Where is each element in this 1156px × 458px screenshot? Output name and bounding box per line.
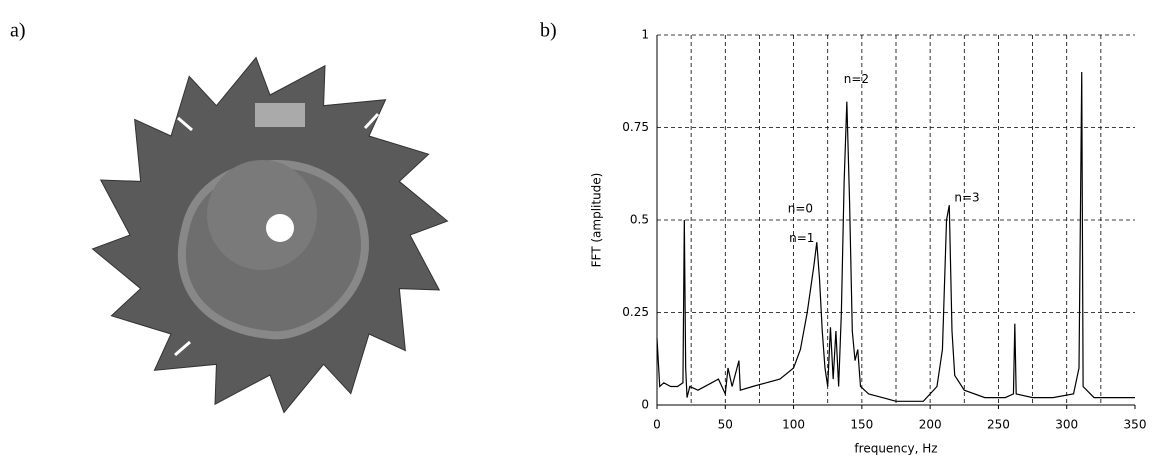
y-tick-label: 0 xyxy=(641,398,649,412)
slot xyxy=(174,340,191,357)
y-axis-label: FFT (amplitude) xyxy=(590,173,604,268)
x-tick-label: 100 xyxy=(782,418,805,432)
x-tick-label: 200 xyxy=(919,418,942,432)
slot xyxy=(363,112,380,130)
x-tick-label: 300 xyxy=(1055,418,1078,432)
slot xyxy=(368,336,387,356)
sensor xyxy=(255,103,305,127)
x-tick-label: 0 xyxy=(653,418,661,432)
panel-label: b) xyxy=(540,20,557,42)
x-axis-label: frequency, Hz xyxy=(854,442,937,456)
annotation: n=0 xyxy=(788,201,813,215)
x-tick-label: 150 xyxy=(850,418,873,432)
saw-blade-photo xyxy=(91,56,449,414)
panel-label: a) xyxy=(10,20,26,42)
annotation: n=3 xyxy=(954,190,979,204)
slot xyxy=(177,116,193,132)
y-tick-label: 0.5 xyxy=(630,213,649,227)
x-tick-label: 250 xyxy=(987,418,1010,432)
y-tick-label: 0.25 xyxy=(622,305,649,319)
arbor-hole xyxy=(266,214,294,242)
x-tick-label: 50 xyxy=(718,418,733,432)
hub xyxy=(207,160,317,270)
y-tick-label: 1 xyxy=(641,28,649,42)
y-tick-label: 0.75 xyxy=(622,120,649,134)
spectrum-line xyxy=(656,71,1135,402)
annotation: n=1 xyxy=(789,231,814,245)
annotation: n=2 xyxy=(844,72,869,86)
x-tick-label: 350 xyxy=(1124,418,1147,432)
